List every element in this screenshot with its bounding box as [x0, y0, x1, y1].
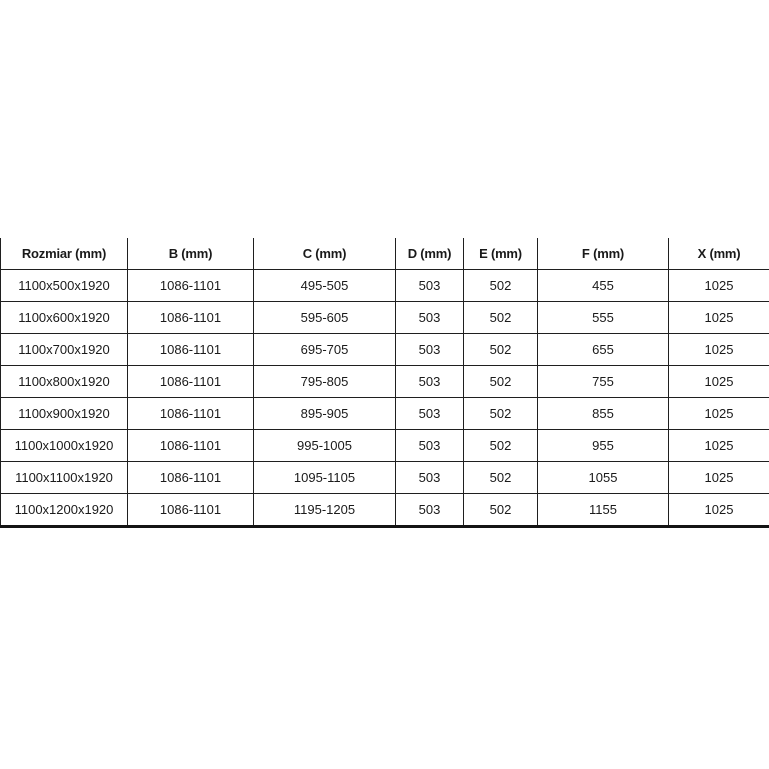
table-cell: 503	[395, 333, 464, 366]
table-cell: 1055	[537, 461, 669, 494]
table-cell: 502	[463, 461, 538, 494]
table-cell: 1095-1105	[253, 461, 396, 494]
table-row: 1100x800x1920 1086-1101 795-805 503 502 755 10…	[0, 365, 769, 398]
column-header: E (mm)	[463, 238, 538, 270]
table-cell: 1025	[668, 397, 769, 430]
table-cell: 1025	[668, 429, 769, 462]
table-cell: 1086-1101	[127, 429, 254, 462]
table-cell: 1100x900x1920	[0, 397, 128, 430]
table-cell: 1086-1101	[127, 269, 254, 302]
table-cell: 1100x800x1920	[0, 365, 128, 398]
column-header: C (mm)	[253, 238, 396, 270]
table-cell: 503	[395, 301, 464, 334]
column-header: X (mm)	[668, 238, 769, 270]
table-cell: 1100x1200x1920	[0, 493, 128, 527]
table-cell: 503	[395, 365, 464, 398]
column-header: B (mm)	[127, 238, 254, 270]
table-row: 1100x1200x1920 1086-1101 1195-1205 503 502 11…	[0, 493, 769, 527]
table-cell: 1025	[668, 365, 769, 398]
table-cell: 1100x700x1920	[0, 333, 128, 366]
table-cell: 895-905	[253, 397, 396, 430]
dimensions-table-container: Rozmiar (mm) B (mm) C (mm) D (mm) E (mm) F (m…	[0, 238, 769, 528]
table-cell: 1195-1205	[253, 493, 396, 527]
table-cell: 503	[395, 461, 464, 494]
table-cell: 502	[463, 333, 538, 366]
table-header: Rozmiar (mm) B (mm) C (mm) D (mm) E (mm) F (m…	[0, 238, 769, 270]
table-cell: 1086-1101	[127, 397, 254, 430]
column-header: D (mm)	[395, 238, 464, 270]
table-cell: 502	[463, 429, 538, 462]
table-cell: 855	[537, 397, 669, 430]
table-cell: 1025	[668, 461, 769, 494]
table-cell: 795-805	[253, 365, 396, 398]
table-cell: 502	[463, 269, 538, 302]
table-cell: 455	[537, 269, 669, 302]
dimensions-table: Rozmiar (mm) B (mm) C (mm) D (mm) E (mm) F (m…	[0, 238, 769, 528]
table-cell: 1155	[537, 493, 669, 527]
table-cell: 1086-1101	[127, 365, 254, 398]
table-row: 1100x600x1920 1086-1101 595-605 503 502 555 10…	[0, 301, 769, 334]
table-cell: 595-605	[253, 301, 396, 334]
header-row: Rozmiar (mm) B (mm) C (mm) D (mm) E (mm) F (m…	[0, 238, 769, 270]
table-cell: 1086-1101	[127, 461, 254, 494]
table-cell: 503	[395, 429, 464, 462]
table-cell: 502	[463, 493, 538, 527]
table-cell: 1025	[668, 493, 769, 527]
table-cell: 503	[395, 493, 464, 527]
table-cell: 1100x1000x1920	[0, 429, 128, 462]
table-cell: 555	[537, 301, 669, 334]
column-header: F (mm)	[537, 238, 669, 270]
table-cell: 1100x500x1920	[0, 269, 128, 302]
column-header: Rozmiar (mm)	[0, 238, 128, 270]
table-row: 1100x1100x1920 1086-1101 1095-1105 503 502 10…	[0, 461, 769, 494]
table-row: 1100x500x1920 1086-1101 495-505 503 502 455 10…	[0, 269, 769, 302]
table-cell: 1086-1101	[127, 301, 254, 334]
table-cell: 1086-1101	[127, 493, 254, 527]
table-cell: 1086-1101	[127, 333, 254, 366]
table-cell: 1025	[668, 301, 769, 334]
table-cell: 495-505	[253, 269, 396, 302]
table-row: 1100x1000x1920 1086-1101 995-1005 503 502 955…	[0, 429, 769, 462]
table-cell: 955	[537, 429, 669, 462]
table-cell: 502	[463, 397, 538, 430]
table-cell: 695-705	[253, 333, 396, 366]
table-cell: 1100x1100x1920	[0, 461, 128, 494]
table-cell: 502	[463, 365, 538, 398]
table-body: 1100x500x1920 1086-1101 495-505 503 502 455 10…	[0, 269, 769, 527]
table-row: 1100x900x1920 1086-1101 895-905 503 502 855 10…	[0, 397, 769, 430]
table-cell: 503	[395, 269, 464, 302]
table-cell: 502	[463, 301, 538, 334]
table-cell: 503	[395, 397, 464, 430]
table-cell: 1100x600x1920	[0, 301, 128, 334]
table-cell: 655	[537, 333, 669, 366]
table-cell: 1025	[668, 333, 769, 366]
table-cell: 995-1005	[253, 429, 396, 462]
table-row: 1100x700x1920 1086-1101 695-705 503 502 655 10…	[0, 333, 769, 366]
table-cell: 755	[537, 365, 669, 398]
table-cell: 1025	[668, 269, 769, 302]
